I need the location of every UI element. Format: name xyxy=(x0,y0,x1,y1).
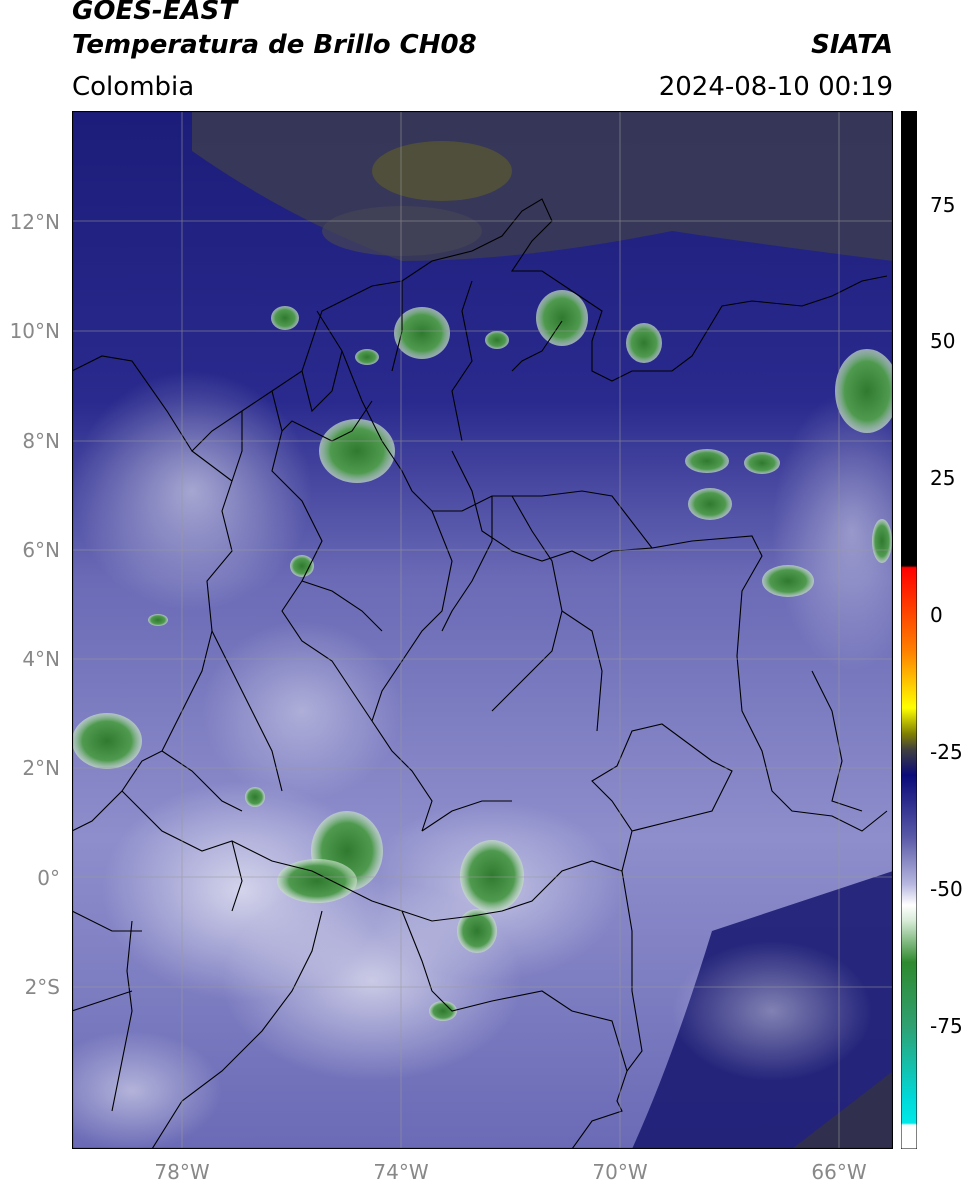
lat-label: 12°N xyxy=(9,210,60,234)
lon-label: 78°W xyxy=(154,1160,210,1184)
lon-label: 66°W xyxy=(811,1160,867,1184)
title-line-1: GOES-EAST xyxy=(72,0,238,26)
colorbar-tick: -50 xyxy=(930,877,963,901)
storm-cell xyxy=(319,419,395,483)
lon-label: 70°W xyxy=(592,1160,648,1184)
lat-label: 2°N xyxy=(22,756,60,780)
colorbar-tick: 75 xyxy=(930,193,956,217)
colorbar-tick: 50 xyxy=(930,329,956,353)
lat-label: 2°S xyxy=(24,975,60,999)
lat-label: 4°N xyxy=(22,647,60,671)
colorbar-tick: 25 xyxy=(930,466,956,490)
agency-label: SIATA xyxy=(811,30,893,60)
colorbar xyxy=(901,111,917,1149)
title-line-2: Temperatura de Brillo CH08 xyxy=(72,30,477,60)
colorbar-tick: -25 xyxy=(930,740,963,764)
lat-label: 6°N xyxy=(22,538,60,562)
lat-label: 8°N xyxy=(22,429,60,453)
timestamp-label: 2024-08-10 00:19 xyxy=(658,72,893,102)
borders xyxy=(72,198,888,1149)
region-label: Colombia xyxy=(72,72,195,102)
satellite-map xyxy=(72,111,893,1149)
graticule xyxy=(72,111,893,1149)
colorbar-tick: -75 xyxy=(930,1014,963,1038)
lon-label: 74°W xyxy=(373,1160,429,1184)
lat-label: 0° xyxy=(37,866,60,890)
colorbar-tick: 0 xyxy=(930,603,943,627)
lat-label: 10°N xyxy=(9,319,60,343)
